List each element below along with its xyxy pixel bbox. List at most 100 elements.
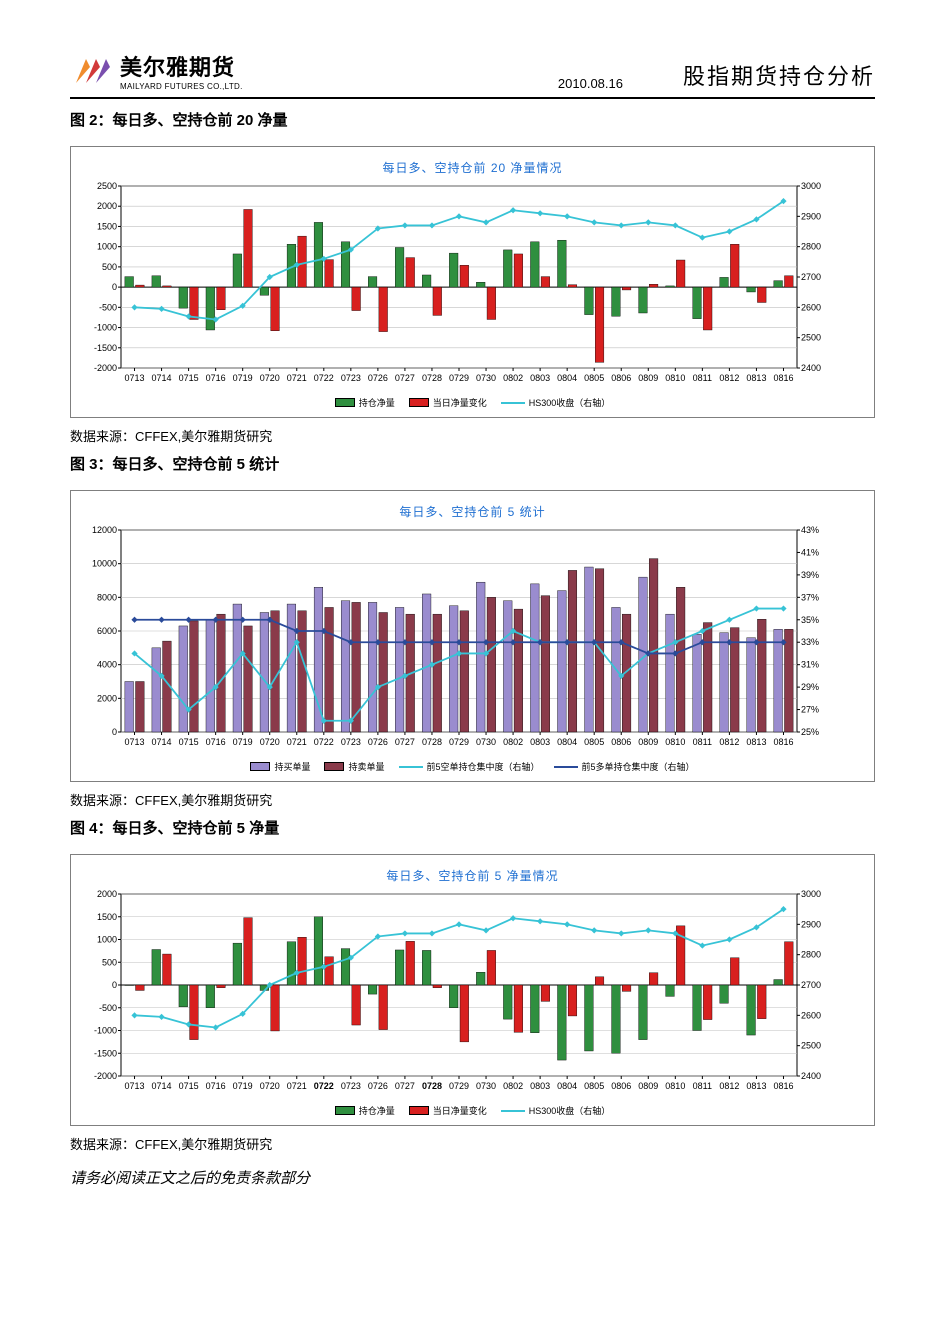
svg-text:0812: 0812: [719, 737, 739, 747]
svg-text:31%: 31%: [801, 660, 819, 670]
svg-text:0803: 0803: [530, 373, 550, 383]
figure-2-legend: 持仓净量当日净量变化HS300收盘（右轴）: [79, 396, 866, 409]
svg-text:0726: 0726: [368, 1081, 388, 1091]
svg-text:0810: 0810: [665, 1081, 685, 1091]
svg-text:0729: 0729: [449, 737, 469, 747]
svg-text:0719: 0719: [233, 373, 253, 383]
legend-item: 当日净量变化: [409, 1104, 487, 1117]
svg-text:0714: 0714: [152, 737, 172, 747]
figure-4-legend: 持仓净量当日净量变化HS300收盘（右轴）: [79, 1104, 866, 1117]
svg-text:2400: 2400: [801, 1071, 821, 1081]
svg-text:0806: 0806: [611, 737, 631, 747]
legend-item: HS300收盘（右轴）: [501, 1104, 611, 1117]
svg-text:8000: 8000: [97, 592, 117, 602]
svg-text:2700: 2700: [801, 272, 821, 282]
figure-3-title: 图 3：每日多、空持仓前 5 统计: [70, 453, 875, 474]
svg-text:2000: 2000: [97, 201, 117, 211]
svg-text:0716: 0716: [206, 737, 226, 747]
svg-text:2800: 2800: [801, 242, 821, 252]
report-date: 2010.08.16: [558, 76, 623, 91]
svg-text:0813: 0813: [746, 373, 766, 383]
svg-text:0805: 0805: [584, 737, 604, 747]
svg-text:2500: 2500: [801, 1041, 821, 1051]
svg-text:43%: 43%: [801, 525, 819, 535]
logo-text-en: MAILYARD FUTURES CO.,LTD.: [120, 82, 243, 91]
figure-2-source: 数据来源：CFFEX,美尔雅期货研究: [70, 426, 875, 445]
svg-text:2600: 2600: [801, 302, 821, 312]
figure-3-inner-title: 每日多、空持仓前 5 统计: [79, 503, 866, 520]
svg-text:0: 0: [112, 282, 117, 292]
figure-3-legend: 持买单量 持卖单量 前5空单持仓集中度（右轴） 前5多单持仓集中度（右轴）: [79, 760, 866, 773]
svg-text:-500: -500: [99, 1003, 117, 1013]
svg-text:0716: 0716: [206, 1081, 226, 1091]
svg-text:2800: 2800: [801, 950, 821, 960]
svg-text:1000: 1000: [97, 242, 117, 252]
svg-text:6000: 6000: [97, 626, 117, 636]
logo-mark-icon: [70, 55, 116, 87]
figure-4-title: 图 4：每日多、空持仓前 5 净量: [70, 817, 875, 838]
svg-text:0811: 0811: [693, 737, 712, 747]
svg-text:2000: 2000: [97, 693, 117, 703]
svg-text:0723: 0723: [341, 1081, 361, 1091]
svg-text:0811: 0811: [693, 373, 712, 383]
svg-text:0809: 0809: [638, 1081, 658, 1091]
svg-text:0715: 0715: [179, 1081, 199, 1091]
svg-text:0804: 0804: [557, 373, 577, 383]
figure-4-source: 数据来源：CFFEX,美尔雅期货研究: [70, 1134, 875, 1153]
svg-text:500: 500: [102, 957, 117, 967]
svg-text:27%: 27%: [801, 705, 819, 715]
legend-item: 当日净量变化: [409, 396, 487, 409]
svg-text:0812: 0812: [719, 1081, 739, 1091]
svg-text:0: 0: [112, 727, 117, 737]
figure-3-source: 数据来源：CFFEX,美尔雅期货研究: [70, 790, 875, 809]
svg-text:0813: 0813: [746, 1081, 766, 1091]
legend-item: 持卖单量: [324, 760, 384, 773]
svg-text:0722: 0722: [314, 1081, 334, 1091]
page-header: 美尔雅期货 MAILYARD FUTURES CO.,LTD. 2010.08.…: [70, 50, 875, 99]
svg-text:0730: 0730: [476, 737, 496, 747]
svg-text:2000: 2000: [97, 889, 117, 899]
svg-text:1000: 1000: [97, 935, 117, 945]
svg-text:0816: 0816: [773, 1081, 793, 1091]
svg-text:0816: 0816: [773, 373, 793, 383]
svg-text:0805: 0805: [584, 1081, 604, 1091]
svg-text:0728: 0728: [422, 737, 442, 747]
svg-text:2500: 2500: [97, 181, 117, 191]
figure-2-chart: 每日多、空持仓前 20 净量情况 -2000-1500-1000-5000500…: [70, 146, 875, 418]
svg-text:-2000: -2000: [94, 363, 117, 373]
svg-text:0716: 0716: [206, 373, 226, 383]
svg-text:0812: 0812: [719, 373, 739, 383]
legend-item: 前5空单持仓集中度（右轴）: [399, 760, 540, 773]
svg-text:-1000: -1000: [94, 1026, 117, 1036]
company-logo: 美尔雅期货 MAILYARD FUTURES CO.,LTD.: [70, 50, 243, 91]
svg-text:0719: 0719: [233, 1081, 253, 1091]
legend-item: 持买单量: [250, 760, 310, 773]
svg-text:2500: 2500: [801, 333, 821, 343]
svg-text:-500: -500: [99, 302, 117, 312]
svg-text:25%: 25%: [801, 727, 819, 737]
svg-text:0728: 0728: [422, 1081, 442, 1091]
svg-text:0719: 0719: [233, 737, 253, 747]
svg-text:0809: 0809: [638, 373, 658, 383]
svg-text:41%: 41%: [801, 547, 819, 557]
svg-text:0720: 0720: [260, 1081, 280, 1091]
svg-text:0723: 0723: [341, 373, 361, 383]
svg-text:12000: 12000: [92, 525, 117, 535]
svg-text:0713: 0713: [125, 737, 145, 747]
svg-text:0804: 0804: [557, 737, 577, 747]
figure-2-title: 图 2：每日多、空持仓前 20 净量: [70, 109, 875, 130]
svg-text:0715: 0715: [179, 737, 199, 747]
svg-text:0722: 0722: [314, 737, 334, 747]
disclaimer-text: 请务必阅读正文之后的免责条款部分: [70, 1167, 875, 1188]
svg-text:0805: 0805: [584, 373, 604, 383]
svg-text:0816: 0816: [773, 737, 793, 747]
figure-3-chart: 每日多、空持仓前 5 统计 02000400060008000100001200…: [70, 490, 875, 782]
svg-text:0723: 0723: [341, 737, 361, 747]
svg-text:0803: 0803: [530, 1081, 550, 1091]
svg-text:4000: 4000: [97, 660, 117, 670]
svg-text:0721: 0721: [287, 373, 307, 383]
legend-item: 前5多单持仓集中度（右轴）: [554, 760, 695, 773]
figure-4-inner-title: 每日多、空持仓前 5 净量情况: [79, 867, 866, 884]
svg-text:0728: 0728: [422, 373, 442, 383]
svg-text:0714: 0714: [152, 373, 172, 383]
